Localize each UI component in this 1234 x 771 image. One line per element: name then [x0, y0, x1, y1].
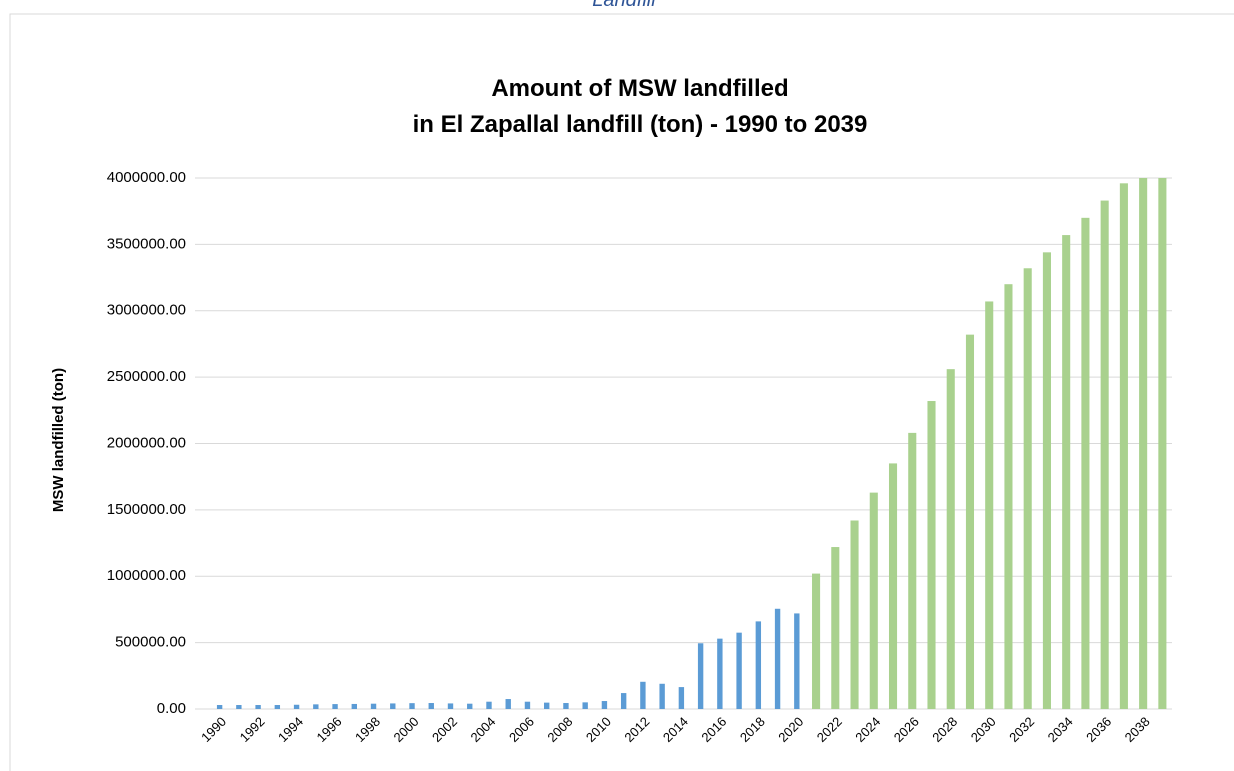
bar: [1158, 178, 1167, 709]
bar: [524, 701, 531, 709]
bar: [332, 704, 338, 709]
bar: [985, 301, 994, 709]
bar: [1042, 252, 1051, 709]
bar: [794, 613, 800, 709]
x-tick-label: 1994: [275, 714, 306, 745]
bar: [1139, 178, 1148, 709]
x-tick-label: 2026: [891, 714, 922, 745]
bar: [678, 687, 685, 709]
y-axis-label: MSW landfilled (ton): [50, 368, 67, 512]
x-tick-label: 2032: [1006, 714, 1037, 745]
y-tick-label: 2000000.00: [107, 434, 186, 451]
bar: [255, 705, 261, 709]
y-tick-label: 500000.00: [115, 634, 186, 651]
bar: [486, 701, 492, 709]
bar: [601, 701, 608, 709]
bar: [736, 632, 742, 709]
x-tick-label: 2018: [737, 714, 768, 745]
page-caption: Landfill: [592, 0, 656, 11]
bar: [888, 463, 898, 709]
y-tick-label: 1500000.00: [107, 501, 186, 518]
bar: [1062, 235, 1071, 709]
y-tick-label: 3000000.00: [107, 302, 186, 319]
bar: [850, 520, 859, 709]
bar: [1100, 200, 1109, 709]
bar: [965, 334, 975, 709]
bar: [1023, 268, 1032, 709]
x-tick-label: 2022: [814, 714, 845, 745]
x-tick-label: 2028: [929, 714, 960, 745]
bar: [869, 492, 878, 709]
x-tick-label: 2002: [429, 714, 460, 745]
bar: [812, 573, 821, 709]
bar: [1119, 183, 1128, 709]
x-tick-label: 2034: [1045, 714, 1076, 745]
bar: [467, 703, 473, 709]
x-tick-label: 2030: [968, 714, 999, 745]
y-tick-label: 1000000.00: [107, 567, 186, 584]
x-tick-label: 2012: [621, 714, 652, 745]
bar: [274, 705, 281, 709]
bar: [1004, 284, 1013, 709]
bar: [447, 703, 454, 709]
bar: [351, 703, 357, 709]
bar: [774, 608, 781, 709]
bar: [428, 703, 434, 709]
x-tick-label: 2024: [852, 714, 883, 745]
x-tick-label: 2014: [660, 714, 691, 745]
x-tick-label: 2000: [391, 714, 422, 745]
bar: [563, 703, 569, 709]
x-tick-label: 1992: [237, 714, 268, 745]
bar: [1081, 217, 1090, 709]
x-tick-label: 2010: [583, 714, 614, 745]
x-tick-label: 2016: [698, 714, 729, 745]
bar: [313, 704, 319, 709]
bar: [927, 401, 936, 709]
bar: [409, 703, 415, 709]
bar: [755, 621, 762, 709]
bar: [697, 643, 704, 709]
x-tick-label: 2008: [544, 714, 575, 745]
y-tick-label: 0.00: [157, 700, 186, 717]
x-tick-label: 1990: [198, 714, 229, 745]
bar: [659, 683, 665, 709]
x-tick-label: 2020: [775, 714, 806, 745]
bar: [293, 704, 300, 709]
bar: [640, 681, 646, 709]
x-tick-label: 1998: [352, 714, 383, 745]
chart-title: Amount of MSW landfilled: [491, 75, 788, 102]
x-tick-label: 1996: [314, 714, 345, 745]
chart-frame: [9, 13, 1234, 771]
x-tick-label: 2006: [506, 714, 537, 745]
bar: [370, 703, 377, 709]
bar: [582, 702, 588, 709]
x-tick-label: 2004: [467, 714, 498, 745]
y-tick-label: 2500000.00: [107, 368, 186, 385]
bar: [236, 705, 242, 709]
x-tick-label: 2036: [1083, 714, 1114, 745]
bar: [390, 703, 396, 709]
chart-title: in El Zapallal landfill (ton) - 1990 to …: [413, 111, 868, 138]
bar: [505, 699, 511, 709]
bar: [831, 547, 840, 709]
x-tick-label: 2038: [1122, 714, 1153, 745]
bar: [717, 638, 723, 709]
bar: [946, 369, 955, 709]
y-tick-label: 4000000.00: [107, 169, 186, 186]
bar: [544, 702, 550, 709]
bar: [620, 693, 627, 709]
y-tick-label: 3500000.00: [107, 235, 186, 252]
bar: [216, 705, 223, 709]
bar: [908, 432, 917, 709]
